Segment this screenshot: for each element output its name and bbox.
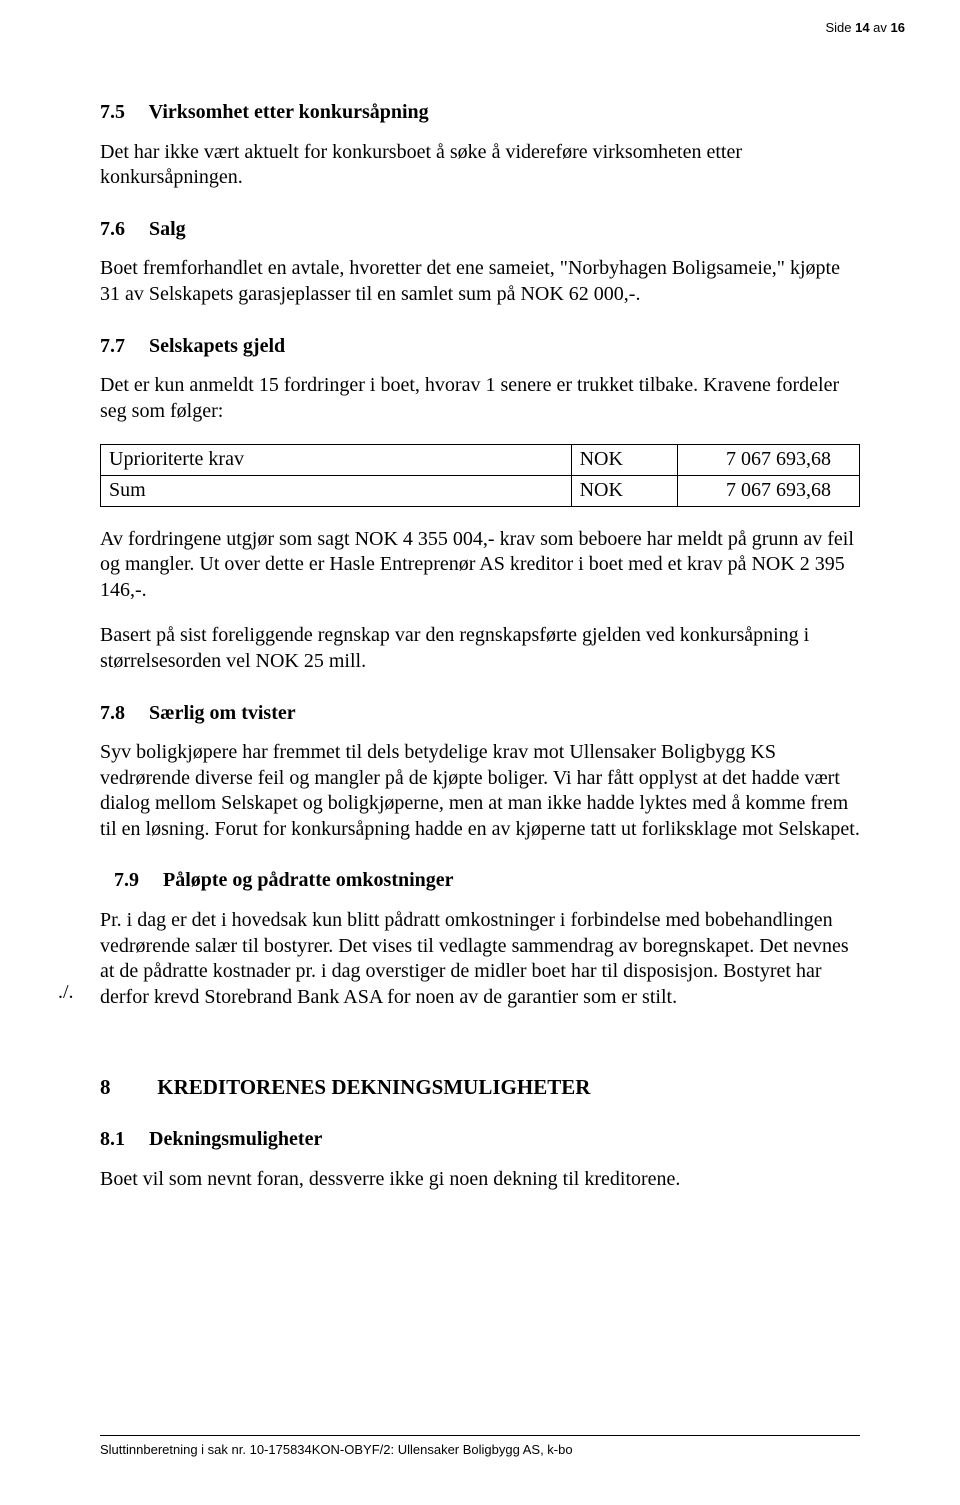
content: 7.5 Virksomhet etter konkursåpning Det h… (100, 100, 860, 1193)
cell-currency: NOK (571, 475, 677, 506)
heading-title: Påløpte og pådratte omkostninger (163, 869, 454, 891)
paragraph: Boet vil som nevnt foran, dessverre ikke… (100, 1167, 860, 1193)
heading-title: Selskapets gjeld (149, 335, 285, 357)
page-number: Side 14 av 16 (825, 20, 905, 35)
paragraph: Basert på sist foreliggende regnskap var… (100, 623, 860, 674)
paragraph: Av fordringene utgjør som sagt NOK 4 355… (100, 527, 860, 604)
heading-8: 8 KREDITORENES DEKNINGSMULIGHETER (100, 1074, 860, 1101)
heading-title: Salg (149, 218, 186, 240)
page-current: 14 (855, 20, 869, 35)
heading-7-6: 7.6 Salg (100, 217, 860, 243)
margin-annotation: ./. (58, 981, 74, 1004)
paragraph: Pr. i dag er det i hovedsak kun blitt på… (100, 908, 860, 1010)
heading-7-8: 7.8 Særlig om tvister (100, 701, 860, 727)
cell-value: 7 067 693,68 (677, 445, 859, 476)
page-prefix: Side (825, 20, 855, 35)
table-row: Uprioriterte krav NOK 7 067 693,68 (101, 445, 860, 476)
paragraph: Syv boligkjøpere har fremmet til dels be… (100, 740, 860, 842)
cell-value: 7 067 693,68 (677, 475, 859, 506)
heading-7-5: 7.5 Virksomhet etter konkursåpning (100, 100, 860, 126)
cell-label: Sum (101, 475, 572, 506)
cell-currency: NOK (571, 445, 677, 476)
heading-7-7: 7.7 Selskapets gjeld (100, 334, 860, 360)
page-total: 16 (891, 20, 905, 35)
paragraph: Det har ikke vært aktuelt for konkursboe… (100, 140, 860, 191)
heading-num: 7.5 (100, 100, 144, 126)
heading-8-1: 8.1 Dekningsmuligheter (100, 1127, 860, 1153)
table-row: Sum NOK 7 067 693,68 (101, 475, 860, 506)
heading-title: Særlig om tvister (149, 702, 296, 724)
heading-num: 7.7 (100, 334, 144, 360)
heading-title: KREDITORENES DEKNINGSMULIGHETER (157, 1075, 590, 1099)
page-sep: av (870, 20, 891, 35)
heading-num: 7.9 (114, 868, 158, 894)
paragraph: Boet fremforhandlet en avtale, hvoretter… (100, 256, 860, 307)
page-footer: Sluttinnberetning i sak nr. 10-175834KON… (100, 1435, 860, 1457)
heading-num: 8.1 (100, 1127, 144, 1153)
heading-num: 7.6 (100, 217, 144, 243)
heading-num: 7.8 (100, 701, 144, 727)
heading-title: Dekningsmuligheter (149, 1128, 322, 1150)
heading-title: Virksomhet etter konkursåpning (149, 101, 429, 123)
heading-num: 8 (100, 1074, 152, 1101)
page: Side 14 av 16 7.5 Virksomhet etter konku… (0, 0, 960, 1505)
paragraph: Det er kun anmeldt 15 fordringer i boet,… (100, 373, 860, 424)
cell-label: Uprioriterte krav (101, 445, 572, 476)
claims-table: Uprioriterte krav NOK 7 067 693,68 Sum N… (100, 444, 860, 506)
heading-7-9: 7.9 Påløpte og pådratte omkostninger (114, 868, 860, 894)
